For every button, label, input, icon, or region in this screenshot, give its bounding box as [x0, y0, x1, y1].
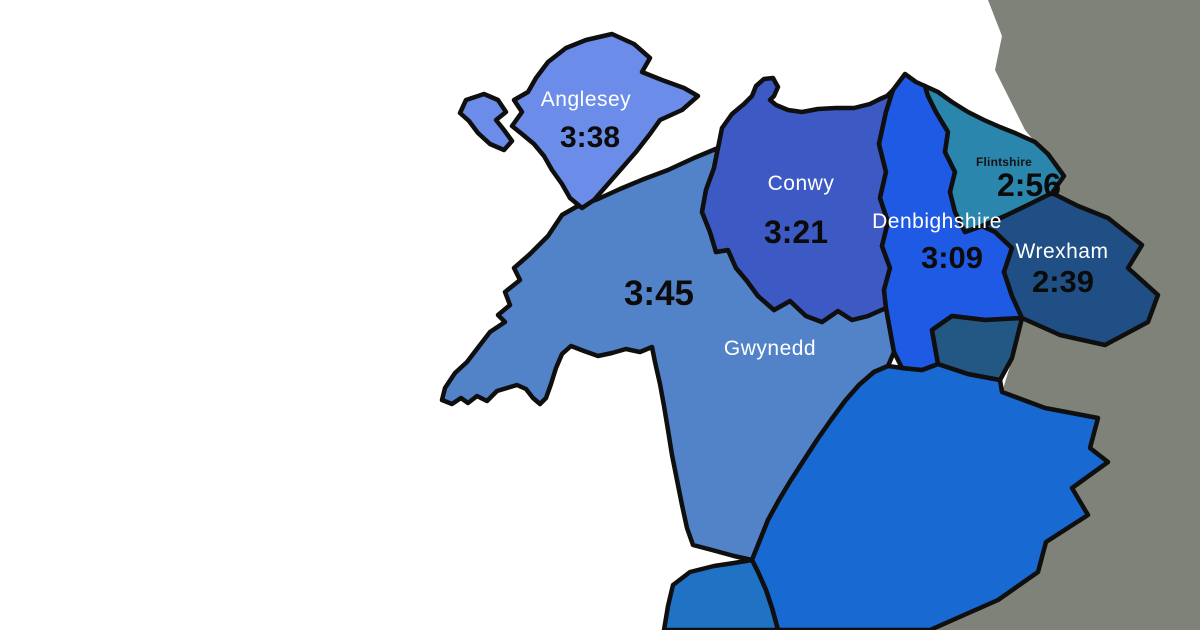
- region-south-strip: [929, 313, 1025, 383]
- label-wrexham: Wrexham: [1016, 240, 1109, 263]
- time-conwy: 3:21: [764, 214, 828, 250]
- label-denbighshire: Denbighshire: [872, 210, 1002, 233]
- region-southwest-area: [661, 557, 781, 630]
- holy-island-islet: [457, 91, 515, 153]
- time-gwynedd: 3:45: [624, 274, 694, 313]
- time-flintshire: 2:56: [997, 167, 1061, 203]
- label-gwynedd: Gwynedd: [724, 337, 816, 360]
- label-flintshire: Flintshire: [976, 155, 1032, 169]
- label-anglesey: Anglesey: [541, 88, 631, 111]
- time-wrexham: 2:39: [1032, 264, 1094, 299]
- label-conwy: Conwy: [768, 172, 835, 195]
- map-labels: Anglesey 3:38 3:45 Gwynedd Conwy 3:21 De…: [541, 88, 1109, 360]
- region-wrexham: [979, 190, 1161, 348]
- region-anglesey: [509, 31, 701, 211]
- region-england: [930, 0, 1200, 630]
- time-anglesey: 3:38: [560, 121, 620, 154]
- region-southeast-area: [749, 361, 1111, 630]
- time-denbighshire: 3:09: [921, 240, 983, 275]
